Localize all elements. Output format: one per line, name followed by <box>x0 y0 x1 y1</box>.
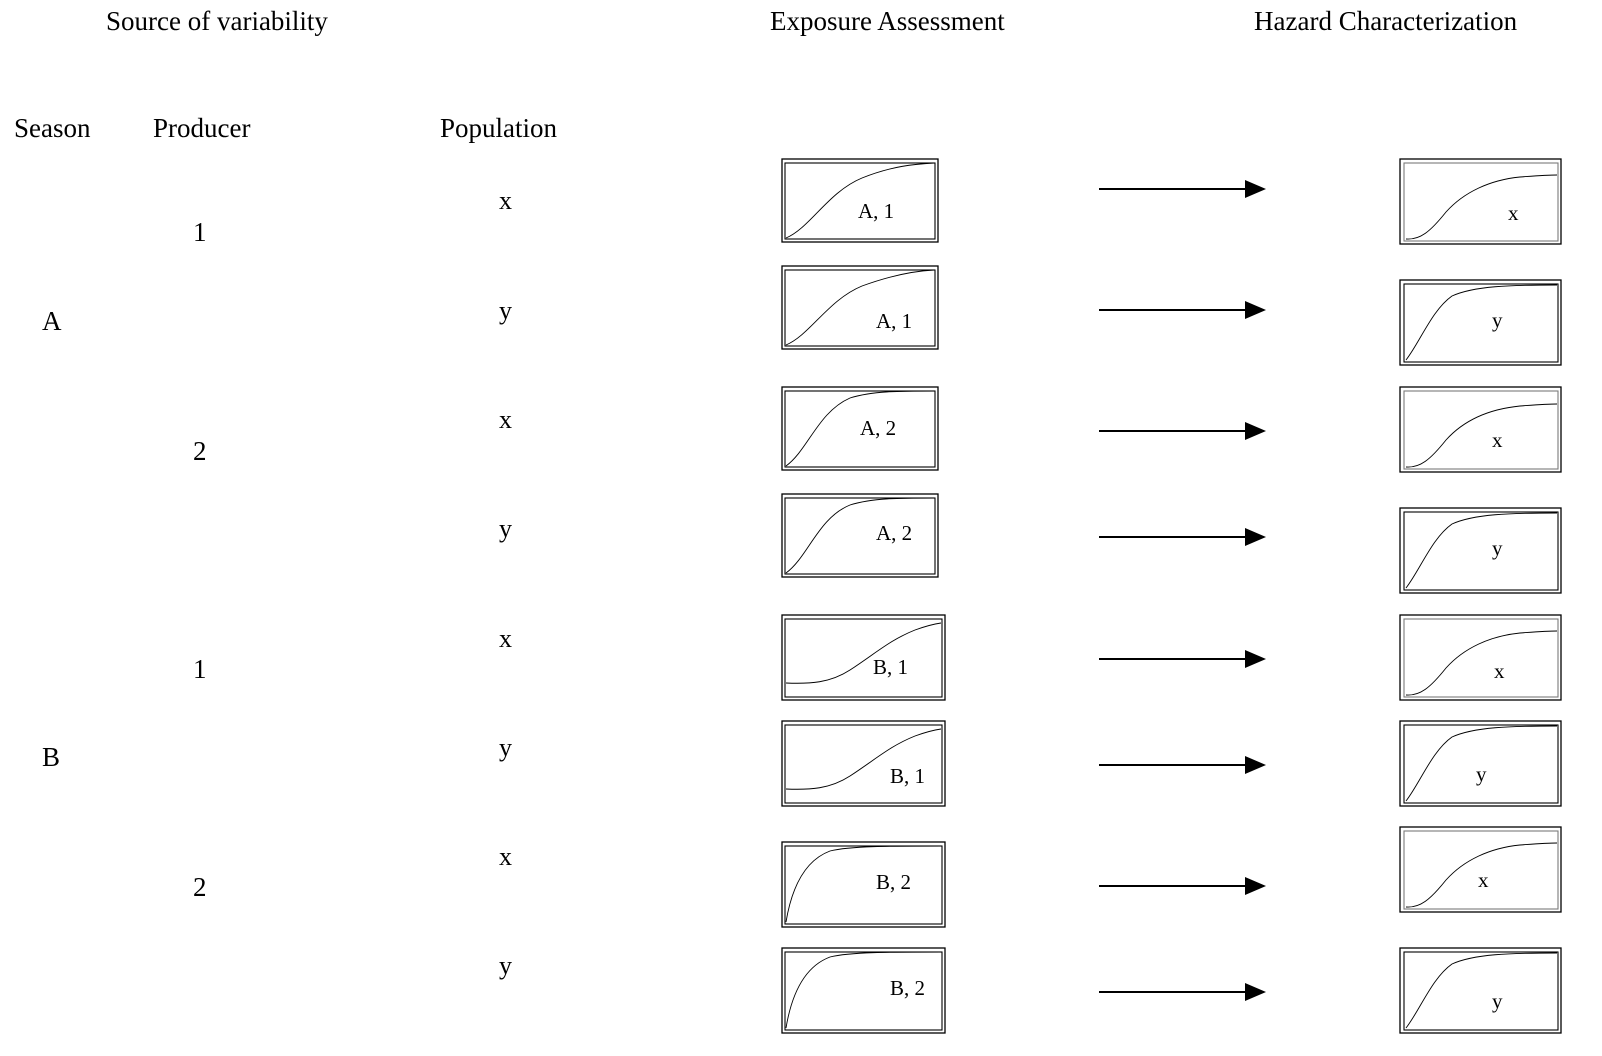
exposure-assessment-header: Exposure Assessment <box>770 6 1005 36</box>
population-label: y <box>499 951 512 980</box>
exposure-plot-a2-y: A, 2 <box>781 493 939 578</box>
exposure-plot-label: B, 1 <box>873 655 908 679</box>
hazard-plot-label: y <box>1492 989 1503 1013</box>
hazard-plot-y: y <box>1399 947 1562 1034</box>
producer-label: 1 <box>193 654 207 684</box>
exposure-plot-label: A, 2 <box>860 416 896 440</box>
exposure-plot-b1-y: B, 1 <box>781 720 946 807</box>
hazard-plot-label: y <box>1492 536 1503 560</box>
exposure-plot-label: A, 1 <box>876 309 912 333</box>
population-label: x <box>499 186 512 215</box>
hazard-plot-x: x <box>1399 826 1562 913</box>
hazard-plot-label: x <box>1478 868 1489 892</box>
hazard-characterization-header: Hazard Characterization <box>1254 6 1518 36</box>
producer-label: 2 <box>193 872 207 902</box>
season-label: A <box>42 306 62 336</box>
population-label: y <box>499 514 512 543</box>
exposure-plot-a1-y: A, 1 <box>781 265 939 350</box>
population-label: x <box>499 842 512 871</box>
arrow-icon <box>1099 877 1266 895</box>
exposure-plot-b2-x: B, 2 <box>781 841 946 928</box>
hazard-plot-label: y <box>1492 308 1503 332</box>
hazard-plot-x: x <box>1399 158 1562 245</box>
source-of-variability-header: Source of variability <box>106 6 328 36</box>
exposure-plot-label: B, 2 <box>890 976 925 1000</box>
exposure-plot-label: A, 2 <box>876 521 912 545</box>
hazard-plot-label: y <box>1476 762 1487 786</box>
arrow-icon <box>1099 756 1266 774</box>
producer-label: 2 <box>193 436 207 466</box>
arrow-icon <box>1099 983 1266 1001</box>
population-column-header: Population <box>440 113 558 143</box>
population-label: x <box>499 624 512 653</box>
exposure-plot-a1-x: A, 1 <box>781 158 939 243</box>
exposure-plot-b2-y: B, 2 <box>781 947 946 1034</box>
population-label: x <box>499 405 512 434</box>
arrow-icon <box>1099 528 1266 546</box>
arrow-icon <box>1099 650 1266 668</box>
exposure-plot-label: B, 1 <box>890 764 925 788</box>
arrow-icon <box>1099 422 1266 440</box>
hazard-plot-x: x <box>1399 386 1562 473</box>
hazard-plot-label: x <box>1494 659 1505 683</box>
exposure-plot-label: B, 2 <box>876 870 911 894</box>
population-label: y <box>499 733 512 762</box>
exposure-plot-a2-x: A, 2 <box>781 386 939 471</box>
arrow-icon <box>1099 301 1266 319</box>
hazard-plot-label: x <box>1508 201 1519 225</box>
producer-column-header: Producer <box>153 113 251 143</box>
hazard-plot-label: x <box>1492 428 1503 452</box>
season-column-header: Season <box>14 113 91 143</box>
hazard-plot-x: x <box>1399 614 1562 701</box>
population-label: y <box>499 296 512 325</box>
hazard-plot-y: y <box>1399 720 1562 807</box>
exposure-plot-label: A, 1 <box>858 199 894 223</box>
arrow-icon <box>1099 180 1266 198</box>
producer-label: 1 <box>193 217 207 247</box>
hazard-plot-y: y <box>1399 279 1562 366</box>
season-label: B <box>42 742 61 772</box>
exposure-plot-b1-x: B, 1 <box>781 614 946 701</box>
hazard-plot-y: y <box>1399 507 1562 594</box>
